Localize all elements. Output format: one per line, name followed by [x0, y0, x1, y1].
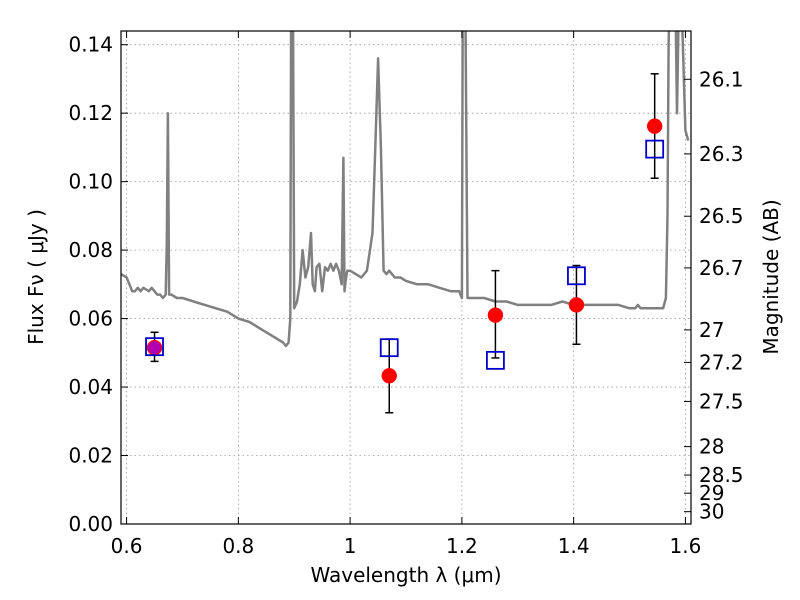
- y2-tick-label: 26.3: [699, 142, 744, 166]
- model-square: [379, 338, 399, 358]
- model-square: [145, 337, 164, 357]
- y2-tick-label: 28.5: [699, 463, 744, 487]
- x-tick-label: 0.8: [222, 534, 254, 558]
- y-tick-label: 0.10: [68, 170, 113, 194]
- photometry-point: [381, 368, 397, 384]
- y2-tick-label: 27: [699, 318, 724, 342]
- y2-tick-label: 30: [699, 500, 724, 524]
- overlap-point: [148, 341, 162, 355]
- x-axis-ticks: 0.6 0.8 1 1.2 1.4 1.6: [111, 31, 702, 558]
- photometry-point: [487, 307, 504, 323]
- y-tick-label: 0.00: [68, 512, 113, 536]
- y2-axis-label: Magnitude (AB): [759, 199, 783, 354]
- y2-tick-label: 26.7: [699, 256, 744, 280]
- y-axis-label: Flux Fν ( μJy ): [24, 209, 48, 345]
- x-tick-label: 1: [344, 534, 357, 558]
- y-axis-ticks: 0.00 0.02 0.04 0.06 0.08 0.10 0.12 0.14: [68, 33, 128, 536]
- y-tick-label: 0.06: [68, 307, 113, 331]
- x-tick-label: 0.6: [111, 534, 143, 558]
- plot-frame: [120, 30, 692, 525]
- plot-content: [121, 31, 690, 414]
- y-tick-label: 0.04: [68, 375, 113, 399]
- y2-tick-label: 26.1: [699, 67, 744, 91]
- x-tick-label: 1.6: [670, 534, 702, 558]
- y-tick-label: 0.02: [68, 444, 113, 468]
- model-square: [567, 266, 586, 286]
- photometry-point: [646, 118, 663, 134]
- y-tick-label: 0.12: [68, 101, 113, 125]
- y2-tick-label: 27.2: [699, 350, 744, 374]
- model-square: [645, 139, 665, 159]
- x-axis-label: Wavelength λ (μm): [310, 563, 501, 587]
- y2-tick-label: 27.5: [699, 389, 744, 413]
- y2-tick-label: 26.5: [699, 204, 744, 228]
- x-tick-label: 1.2: [446, 534, 478, 558]
- y2-tick-label: 29: [699, 481, 724, 505]
- photometry-point: [568, 297, 585, 313]
- y-tick-label: 0.08: [68, 238, 113, 262]
- y-tick-label: 0.14: [68, 33, 113, 57]
- model-square: [486, 350, 505, 370]
- x-tick-label: 1.4: [558, 534, 590, 558]
- y2-tick-label: 28: [699, 435, 724, 459]
